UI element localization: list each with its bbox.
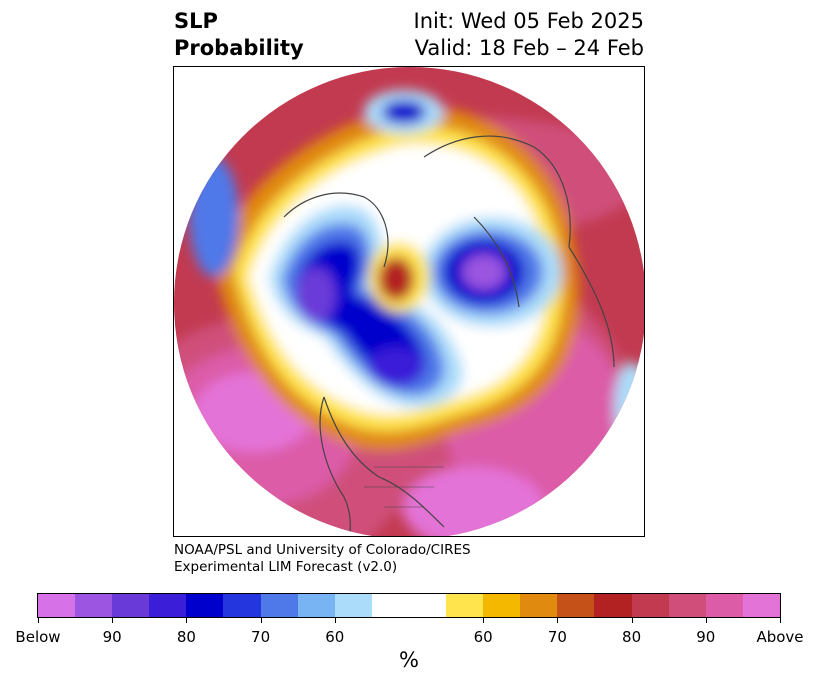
map-panel (173, 66, 645, 537)
colorbar-tick-label: Below (15, 628, 61, 646)
colorbar-segment (223, 594, 261, 617)
polar-probability-map (174, 67, 644, 536)
colorbar-tickmark (186, 618, 188, 623)
credit-line1: NOAA/PSL and University of Colorado/CIRE… (174, 542, 471, 558)
colorbar-segment (705, 594, 743, 617)
low-anomaly-core-west (296, 267, 336, 323)
init-date: Init: Wed 05 Feb 2025 (413, 9, 644, 33)
colorbar-tickmark (705, 618, 707, 623)
colorbar-segment (75, 594, 113, 617)
coast-na-east (323, 396, 445, 528)
coast-greenland (283, 192, 389, 268)
colorbar-tickmark (557, 618, 559, 623)
credit-line2: Experimental LIM Forecast (v2.0) (174, 559, 398, 575)
west-pacific-low (189, 157, 239, 277)
us-states (364, 466, 444, 508)
colorbar-segment (186, 594, 224, 617)
colorbar-unit: % (399, 648, 419, 672)
colorbar-tick-label: 70 (547, 628, 567, 646)
colorbar-segment (260, 594, 298, 617)
colorbar-segment (483, 594, 521, 617)
title-right: Init: Wed 05 Feb 2025 Valid: 18 Feb – 24… (414, 8, 644, 62)
colorbar (37, 593, 781, 618)
colorbar-segment (149, 594, 187, 617)
colorbar-tick-label: Above (756, 628, 804, 646)
credit: NOAA/PSL and University of Colorado/CIRE… (174, 542, 471, 576)
colorbar-segment (557, 594, 595, 617)
coast-scandinavia (473, 216, 520, 308)
coastlines (283, 135, 615, 536)
colorbar-tick-label: 70 (251, 628, 271, 646)
colorbar-segment (446, 594, 484, 617)
colorbar-tick-label: 80 (622, 628, 642, 646)
colorbar-segment (297, 594, 335, 617)
colorbar-tick-label: 80 (176, 628, 196, 646)
colorbar-tickmark (260, 618, 262, 623)
colorbar-tickmark (780, 618, 781, 623)
coast-europe (568, 246, 615, 368)
coast-na-west (319, 396, 351, 536)
colorbar-tickmark (334, 618, 336, 623)
nordic-low-core (462, 254, 506, 290)
colorbar-segment (371, 594, 447, 617)
colorbar-segment (334, 594, 372, 617)
coast-eurasia (423, 135, 571, 248)
colorbar-segment (520, 594, 558, 617)
colorbar-segment (594, 594, 632, 617)
title-variable: SLP (174, 9, 218, 33)
valid-range: Valid: 18 Feb – 24 Feb (414, 36, 644, 60)
polar-high-core (378, 257, 414, 301)
colorbar-tick-label: 60 (325, 628, 345, 646)
colorbar-tickmark (631, 618, 633, 623)
title-left: SLP Probability (174, 8, 304, 62)
colorbar-segment (668, 594, 706, 617)
colorbar-tickmark (38, 618, 39, 623)
colorbar-tickmark (112, 618, 114, 623)
colorbar-tick-label: 60 (473, 628, 493, 646)
colorbar-tickmark (483, 618, 485, 623)
colorbar-segment (631, 594, 669, 617)
colorbar-tick-label: 90 (696, 628, 716, 646)
low-anomaly-core-south (368, 347, 424, 387)
siberia-low-core (382, 100, 426, 124)
title-type: Probability (174, 36, 304, 60)
colorbar-segment (112, 594, 150, 617)
colorbar-segment (742, 594, 780, 617)
colorbar-tick-label: 90 (102, 628, 122, 646)
colorbar-segment (38, 594, 76, 617)
